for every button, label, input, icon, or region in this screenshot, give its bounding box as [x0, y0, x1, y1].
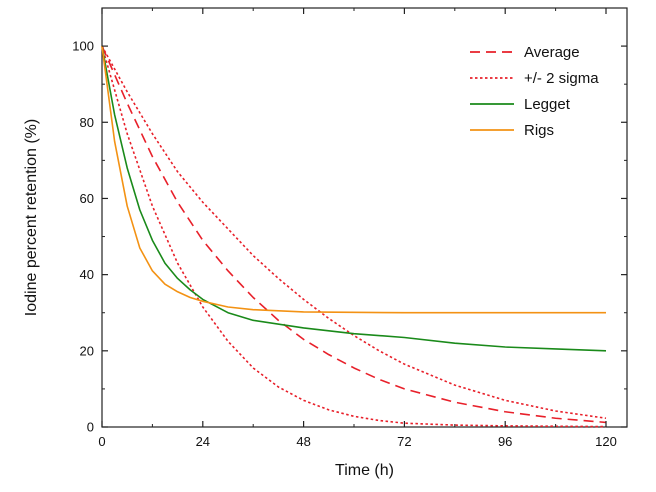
- y-axis-title: Iodine percent retention (%): [23, 119, 40, 316]
- series-line-4: [101, 45, 607, 352]
- x-tick-label: 72: [397, 434, 411, 449]
- series-line-2: [101, 45, 607, 420]
- y-tick-label: 60: [80, 191, 94, 206]
- y-tick-label: 0: [87, 420, 94, 435]
- series-line-1: [101, 45, 607, 424]
- x-tick-label: 24: [196, 434, 210, 449]
- y-tick-label: 80: [80, 115, 94, 130]
- legend-label: Average: [524, 44, 580, 61]
- y-tick-label: 40: [80, 267, 94, 282]
- legend-label: Legget: [524, 96, 571, 113]
- series-line-3: [101, 45, 607, 428]
- series-line-5: [101, 45, 606, 314]
- x-tick-label: 0: [98, 434, 105, 449]
- x-tick-label: 120: [595, 434, 617, 449]
- x-tick-label: 48: [296, 434, 310, 449]
- legend-label: +/- 2 sigma: [524, 70, 599, 87]
- legend-label: Rigs: [524, 122, 554, 139]
- x-tick-label: 96: [498, 434, 512, 449]
- plot-area-frame: [101, 7, 628, 428]
- x-axis-title: Time (h): [335, 462, 394, 479]
- y-tick-label: 100: [72, 39, 94, 54]
- y-tick-label: 20: [80, 343, 94, 358]
